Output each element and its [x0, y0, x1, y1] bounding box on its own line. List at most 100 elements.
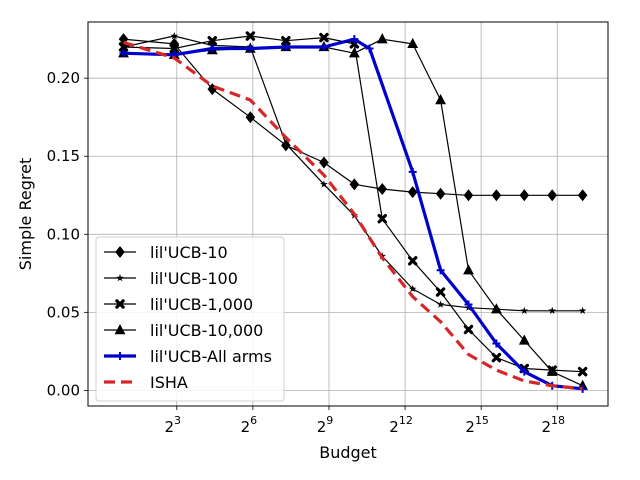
series-lines [118, 31, 589, 393]
data-point [365, 44, 374, 53]
data-point [577, 366, 588, 377]
legend-label: lil'UCB-1,000 [150, 295, 253, 314]
x-tick-exponent: 6 [250, 414, 257, 427]
data-point [319, 32, 329, 43]
series-0 [118, 33, 588, 202]
data-point [546, 365, 558, 376]
data-point [408, 284, 417, 293]
legend-label: lil'UCB-100 [150, 269, 238, 288]
legend-label: lil'UCB-All arms [150, 347, 272, 366]
series-2 [118, 31, 588, 377]
x-tick-exponent: 15 [475, 414, 489, 427]
data-point [464, 300, 473, 309]
data-point [115, 299, 125, 309]
data-point [436, 266, 445, 275]
data-point [435, 94, 446, 105]
series-line [123, 38, 583, 196]
data-point [491, 352, 502, 363]
y-tick-label: 0.15 [47, 147, 80, 165]
data-point [170, 32, 179, 40]
data-point [407, 256, 418, 266]
data-point [116, 352, 124, 360]
legend-label: lil'UCB-10,000 [150, 321, 263, 340]
data-point [115, 246, 125, 258]
x-tick-label: 26 [241, 414, 258, 436]
data-point [520, 306, 529, 315]
data-point [407, 37, 419, 49]
data-point [282, 139, 290, 147]
data-point [245, 31, 256, 41]
data-point [114, 324, 126, 335]
data-point [116, 274, 124, 282]
data-point [207, 83, 218, 96]
data-point [518, 334, 530, 345]
y-tick-label: 0.10 [47, 225, 80, 243]
data-point [435, 187, 446, 200]
data-point [490, 303, 502, 314]
x-tick-base: 2 [317, 418, 327, 436]
legend-item: lil'UCB-10 [104, 243, 228, 262]
data-point [577, 189, 588, 202]
data-point [245, 111, 256, 124]
data-point [119, 49, 128, 58]
data-point [246, 44, 255, 53]
data-point [377, 183, 388, 196]
y-tick-label: 0.20 [47, 69, 80, 87]
x-tick-label: 215 [465, 414, 489, 436]
data-point [348, 47, 360, 58]
legend-item: lil'UCB-100 [104, 269, 238, 288]
y-tick-label: 0.05 [47, 303, 80, 321]
legend-item: lil'UCB-10,000 [104, 321, 263, 340]
series-line [123, 40, 583, 391]
x-axis-title: Budget [319, 443, 377, 462]
legend-item: lil'UCB-All arms [104, 347, 272, 366]
data-point [319, 42, 328, 51]
series-5 [123, 40, 583, 391]
data-point [169, 43, 179, 54]
legend-label: ISHA [150, 373, 188, 392]
x-tick-base: 2 [389, 418, 399, 436]
data-point [377, 213, 387, 224]
x-tick-exponent: 3 [174, 414, 181, 427]
x-tick-label: 218 [541, 414, 565, 436]
legend-item: lil'UCB-1,000 [104, 295, 253, 314]
data-point [519, 189, 530, 202]
y-axis-title: Simple Regret [16, 158, 35, 270]
data-point [435, 287, 446, 297]
data-point [408, 167, 417, 176]
data-point [463, 264, 474, 275]
y-tick-label: 0.00 [47, 381, 80, 399]
data-point [436, 300, 445, 308]
data-point [578, 306, 587, 315]
data-point [547, 189, 557, 202]
x-tick-label: 23 [165, 414, 182, 436]
data-point [350, 35, 359, 44]
legend-item: ISHA [104, 373, 188, 392]
legend-label: lil'UCB-10 [150, 243, 228, 262]
data-point [520, 367, 529, 376]
x-tick-exponent: 18 [551, 414, 565, 427]
data-point [281, 35, 291, 46]
data-point [492, 339, 501, 348]
data-point [208, 44, 217, 53]
x-tick-label: 212 [389, 414, 413, 436]
x-tick-exponent: 12 [399, 414, 413, 427]
plot-frame [87, 21, 609, 407]
data-point [118, 42, 129, 52]
data-point [407, 186, 418, 199]
x-tick-base: 2 [165, 418, 175, 436]
data-point [349, 178, 360, 191]
data-point [207, 35, 218, 46]
x-tick-base: 2 [541, 418, 551, 436]
data-point [320, 180, 328, 188]
legend: lil'UCB-10 lil'UCB-100 lil'UCB-1,000 lil'UC… [95, 236, 285, 402]
x-tick-base: 2 [241, 418, 251, 436]
data-point [319, 156, 329, 169]
data-point [463, 324, 474, 335]
x-tick-label: 29 [317, 414, 334, 436]
data-point [491, 189, 502, 202]
data-point [281, 42, 290, 51]
